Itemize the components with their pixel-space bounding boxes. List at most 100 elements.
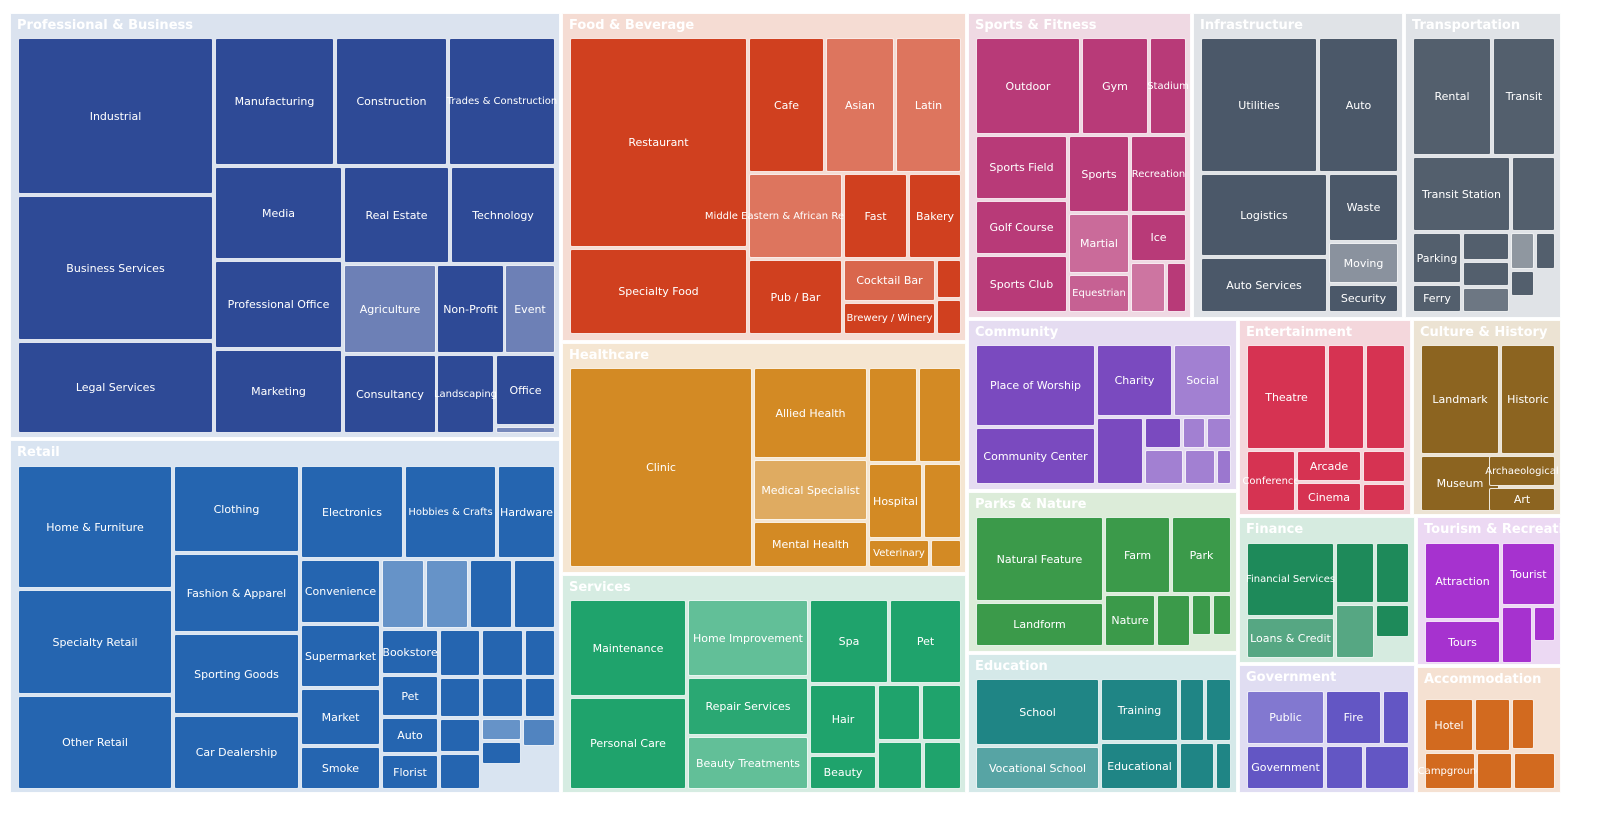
treemap-cell-auto[interactable]: Auto: [1319, 38, 1398, 172]
treemap-cell-utilities[interactable]: Utilities: [1201, 38, 1317, 172]
treemap-cell[interactable]: [1180, 743, 1214, 789]
treemap-cell-transit[interactable]: Transit: [1493, 38, 1555, 155]
treemap-cell-legal-services[interactable]: Legal Services: [18, 342, 213, 433]
treemap-cell[interactable]: [922, 685, 961, 740]
treemap-cell[interactable]: [1536, 233, 1555, 269]
treemap-cell-pub-bar[interactable]: Pub / Bar: [749, 260, 842, 334]
treemap-cell[interactable]: [1463, 233, 1509, 260]
treemap-cell-stadium[interactable]: Stadium: [1147, 38, 1189, 134]
treemap-cell-security[interactable]: Security: [1329, 285, 1398, 312]
treemap-cell-clothing[interactable]: Clothing: [174, 466, 299, 552]
treemap-cell-fashion-and-apparel[interactable]: Fashion & Apparel: [174, 554, 299, 632]
treemap-cell[interactable]: [1217, 450, 1231, 484]
treemap-cell-landscaping[interactable]: Landscaping: [434, 355, 497, 433]
treemap-cell-social[interactable]: Social: [1174, 345, 1231, 416]
treemap-group-parks-and-nature[interactable]: Parks & Nature Natural Feature Farm Park Lan…: [968, 492, 1237, 652]
treemap-cell-veterinary[interactable]: Veterinary: [869, 540, 929, 567]
treemap-cell[interactable]: [1336, 605, 1374, 658]
treemap-cell-waste[interactable]: Waste: [1329, 174, 1398, 241]
treemap-cell-tourist[interactable]: Tourist: [1502, 543, 1555, 605]
treemap-group-retail[interactable]: Retail Home & Furniture Specialty Retail Ot…: [10, 440, 560, 793]
treemap-cell-golf-course[interactable]: Golf Course: [976, 201, 1067, 254]
treemap-cell-gym[interactable]: Gym: [1082, 38, 1148, 134]
treemap-cell-spa[interactable]: Spa: [810, 600, 888, 683]
treemap-cell-business-services[interactable]: Business Services: [18, 196, 213, 340]
treemap-cell-landform[interactable]: Landform: [976, 603, 1103, 646]
treemap-cell-specialty-retail[interactable]: Specialty Retail: [18, 590, 172, 694]
treemap-cell-florist[interactable]: Florist: [382, 755, 438, 789]
treemap-cell-bakery[interactable]: Bakery: [909, 174, 961, 258]
treemap-cell[interactable]: [1511, 233, 1534, 269]
treemap-cell-marketing[interactable]: Marketing: [215, 350, 342, 433]
treemap-cell-supermarket[interactable]: Supermarket: [301, 625, 380, 687]
treemap-cell-charity[interactable]: Charity: [1097, 345, 1172, 416]
treemap-cell-convenience[interactable]: Convenience: [301, 560, 380, 623]
treemap-cell-art[interactable]: Art: [1489, 488, 1555, 511]
treemap-cell[interactable]: [919, 368, 961, 462]
treemap-cell-sports-club[interactable]: Sports Club: [976, 256, 1067, 312]
treemap-cell[interactable]: [1131, 263, 1165, 312]
treemap-cell[interactable]: [1206, 679, 1231, 741]
treemap-cell[interactable]: [1183, 418, 1205, 448]
treemap-cell[interactable]: [440, 678, 480, 717]
treemap-group-government[interactable]: Government Public Fire Government: [1239, 665, 1415, 793]
treemap-cell-manufacturing[interactable]: Manufacturing: [215, 38, 334, 165]
treemap-cell-park[interactable]: Park: [1172, 517, 1231, 593]
treemap-cell-smoke[interactable]: Smoke: [301, 747, 380, 789]
treemap-cell-historic[interactable]: Historic: [1501, 345, 1555, 454]
treemap-cell[interactable]: [878, 685, 920, 740]
treemap-cell[interactable]: [523, 719, 555, 746]
treemap-cell-latin[interactable]: Latin: [896, 38, 961, 172]
treemap-cell-beauty-treatments[interactable]: Beauty Treatments: [688, 737, 808, 789]
treemap-group-transportation[interactable]: Transportation Rental Transit Transit Stati…: [1405, 13, 1561, 318]
treemap-cell[interactable]: [869, 368, 917, 462]
treemap-cell-hair[interactable]: Hair: [810, 685, 876, 754]
treemap-cell-sporting-goods[interactable]: Sporting Goods: [174, 634, 299, 714]
treemap-cell[interactable]: [514, 560, 555, 628]
treemap-group-culture-and-history[interactable]: Culture & History Landmark Historic Museum A…: [1413, 320, 1561, 515]
treemap-cell-construction[interactable]: Construction: [336, 38, 447, 165]
treemap-cell-financial-services[interactable]: Financial Services: [1246, 543, 1335, 616]
treemap-cell-agriculture[interactable]: Agriculture: [344, 265, 436, 353]
treemap-cell[interactable]: [1216, 743, 1231, 789]
treemap-cell-public[interactable]: Public: [1247, 691, 1324, 744]
treemap-cell-fast[interactable]: Fast: [844, 174, 907, 258]
treemap-cell-community-center[interactable]: Community Center: [976, 428, 1095, 484]
treemap-cell-government[interactable]: Government: [1247, 746, 1324, 789]
treemap-cell[interactable]: [924, 464, 961, 538]
treemap-cell[interactable]: [937, 300, 961, 334]
treemap-cell-hardware[interactable]: Hardware: [498, 466, 555, 558]
treemap-group-healthcare[interactable]: Healthcare Clinic Allied Health Medical Spe…: [562, 343, 966, 573]
treemap-group-food-and-beverage[interactable]: Food & Beverage Restaurant Specialty Food C…: [562, 13, 966, 341]
treemap-cell[interactable]: [482, 719, 521, 740]
treemap-cell-conference[interactable]: Conference: [1242, 451, 1300, 511]
treemap-cell-medical-specialist[interactable]: Medical Specialist: [754, 460, 867, 520]
treemap-cell-other-retail[interactable]: Other Retail: [18, 696, 172, 789]
treemap-cell-hobbies-and-crafts[interactable]: Hobbies & Crafts: [405, 466, 496, 558]
treemap-cell-personal-care[interactable]: Personal Care: [570, 698, 686, 789]
treemap-cell[interactable]: [1326, 746, 1363, 789]
treemap-cell-market[interactable]: Market: [301, 689, 380, 745]
treemap-cell[interactable]: [1185, 450, 1215, 484]
treemap-cell-bookstore[interactable]: Bookstore: [382, 630, 438, 674]
treemap-cell[interactable]: [1363, 484, 1405, 511]
treemap-cell[interactable]: [1502, 607, 1532, 663]
treemap-group-accommodation[interactable]: Accommodation Hotel Campground: [1417, 667, 1561, 793]
treemap-cell[interactable]: [1213, 595, 1231, 635]
treemap-cell-sports[interactable]: Sports: [1069, 136, 1129, 212]
treemap-cell[interactable]: [1207, 418, 1231, 448]
treemap-cell-fire[interactable]: Fire: [1326, 691, 1381, 744]
treemap-cell[interactable]: [440, 754, 480, 789]
treemap-cell-parking[interactable]: Parking: [1413, 233, 1461, 283]
treemap-cell-ice[interactable]: Ice: [1131, 214, 1186, 261]
treemap-cell-hotel[interactable]: Hotel: [1425, 699, 1473, 751]
treemap-cell-recreation[interactable]: Recreation: [1131, 136, 1186, 212]
treemap-group-entertainment[interactable]: Entertainment Theatre Conference Arcade Cine…: [1239, 320, 1411, 515]
treemap-cell[interactable]: [1145, 450, 1183, 484]
treemap-cell-trades-and-construction[interactable]: Trades & Construction: [447, 38, 557, 165]
treemap-cell-home-and-furniture[interactable]: Home & Furniture: [18, 466, 172, 588]
treemap-cell-arcade[interactable]: Arcade: [1297, 451, 1361, 481]
treemap-cell-rental[interactable]: Rental: [1413, 38, 1491, 155]
treemap-cell-consultancy[interactable]: Consultancy: [344, 355, 436, 433]
treemap-cell-natural-feature[interactable]: Natural Feature: [976, 517, 1103, 601]
